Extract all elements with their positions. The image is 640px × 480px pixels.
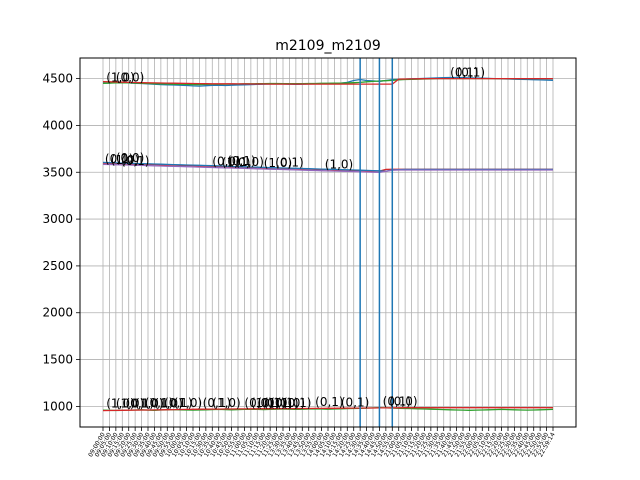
chart-title: m2109_m2109 <box>275 38 381 54</box>
y-tick-label: 4500 <box>42 72 73 86</box>
annotation-label: (0,1) <box>227 154 255 168</box>
annotation-label: (0,0) <box>389 394 417 408</box>
series-line-7 <box>102 407 553 412</box>
annotation-label: (1,0) <box>222 156 250 170</box>
annotation-label: (1,0) <box>154 396 182 410</box>
annotation-label: (0,0) <box>116 70 144 84</box>
annotation-label: (0,1) <box>275 156 303 170</box>
annotation-label: (0,0) <box>212 155 240 169</box>
series-line-2 <box>102 77 553 85</box>
y-tick-label: 2000 <box>42 306 73 320</box>
annotation-label: (1,0) <box>106 396 134 410</box>
annotation-label: (1,0) <box>106 70 134 84</box>
annotation-label: (0,1) <box>164 396 192 410</box>
annotation-label: (0,1) <box>457 66 485 80</box>
annotation-label: (0,0) <box>116 151 144 165</box>
annotation-label: (0,1) <box>270 396 298 410</box>
grid-lines <box>80 58 576 427</box>
point-annotations: (1,0)(0,0) (0,1)(0,1)(0,1)(1,0)(0,0)(0,1)… <box>105 66 485 411</box>
annotation-label: (0,0) <box>244 396 272 410</box>
vertical-markers <box>359 58 394 427</box>
y-tick-label: 3000 <box>42 212 73 226</box>
annotation-label: (0,1) <box>315 395 343 409</box>
y-tick-label: 2500 <box>42 259 73 273</box>
annotation-label: (0,1) <box>105 152 133 166</box>
annotation-label: (0,1) <box>450 66 478 80</box>
series-line-5 <box>102 163 553 174</box>
annotation-label: (1,0) <box>111 153 139 167</box>
annotation-label: (1,0) <box>264 396 292 410</box>
annotation-label: (0,1) <box>257 396 285 410</box>
annotation-label: (1,0) <box>277 396 305 410</box>
annotation-label: (0,1) <box>283 396 311 410</box>
y-axis-ticks: 1000 1500 2000 2500 3000 3500 4000 4500 <box>42 72 80 413</box>
annotation-label: (1,0) <box>325 158 353 172</box>
annotation-label: (0,1) <box>145 396 173 410</box>
y-tick-label: 1500 <box>42 353 73 367</box>
annotation-label: (1,0) <box>264 156 292 170</box>
annotation-label: (1,0) <box>212 396 240 410</box>
annotation-label: (1,0) <box>116 396 144 410</box>
annotation-label: (0,1) <box>203 396 231 410</box>
annotation-label: (0,1) <box>121 154 149 168</box>
annotation-label: (1,0) <box>251 396 279 410</box>
x-axis-ticks: 09:00:0009:05:0009:10:0009:15:0009:20:00… <box>87 427 557 458</box>
annotation-label: (0,1) <box>126 396 154 410</box>
y-tick-label: 3500 <box>42 165 73 179</box>
y-tick-label: 1000 <box>42 399 73 413</box>
annotation-label: (1,0) <box>174 396 202 410</box>
series-lines <box>102 76 554 412</box>
y-tick-label: 4000 <box>42 118 73 132</box>
annotation-label: (0,1) <box>383 394 411 408</box>
annotation-label: (0,1) <box>341 395 369 409</box>
annotation-label: (1,0) <box>135 396 163 410</box>
annotation-label: (1,0) <box>235 155 263 169</box>
